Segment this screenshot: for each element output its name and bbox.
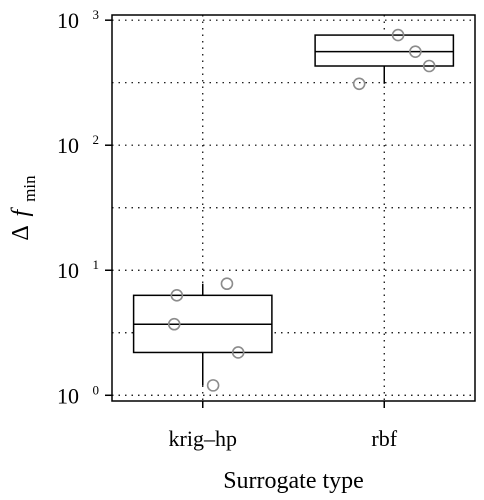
y-tick-exponent: 2: [93, 132, 100, 147]
data-point: [409, 45, 422, 58]
y-tick-exponent: 3: [93, 7, 100, 22]
y-tick-label: 10: [57, 133, 79, 158]
x-axis-title: Surrogate type: [223, 468, 364, 494]
data-points: [167, 28, 436, 392]
y-axis-title-var: f: [8, 207, 34, 217]
data-point: [422, 59, 436, 73]
data-point: [231, 346, 245, 359]
y-tick-label: 10: [57, 258, 79, 283]
svg-text:Δ f min: Δ f min: [8, 175, 39, 241]
data-point: [220, 277, 234, 291]
y-axis-title-sub: min: [20, 175, 39, 202]
x-tick-label: rbf: [371, 426, 397, 451]
y-axis-title-symbol: Δ: [8, 226, 34, 241]
box-krig–hp: [132, 283, 273, 386]
y-tick-label: 10: [57, 8, 79, 33]
box-rbf: [314, 34, 455, 84]
x-tick-label: krig–hp: [169, 426, 237, 451]
data-point: [206, 379, 220, 392]
axes: 10 0 10 1 10 2 10 3 krig–hp rbf: [57, 7, 398, 451]
y-axis-title: Δ f min: [8, 175, 39, 241]
plot-frame: [111, 14, 476, 402]
y-tick-label: 10: [57, 383, 79, 408]
data-point: [391, 28, 405, 42]
data-point: [167, 317, 181, 331]
data-point: [352, 77, 366, 91]
y-tick-exponent: 0: [93, 382, 100, 397]
data-point: [170, 289, 184, 302]
y-tick-exponent: 1: [93, 257, 100, 272]
